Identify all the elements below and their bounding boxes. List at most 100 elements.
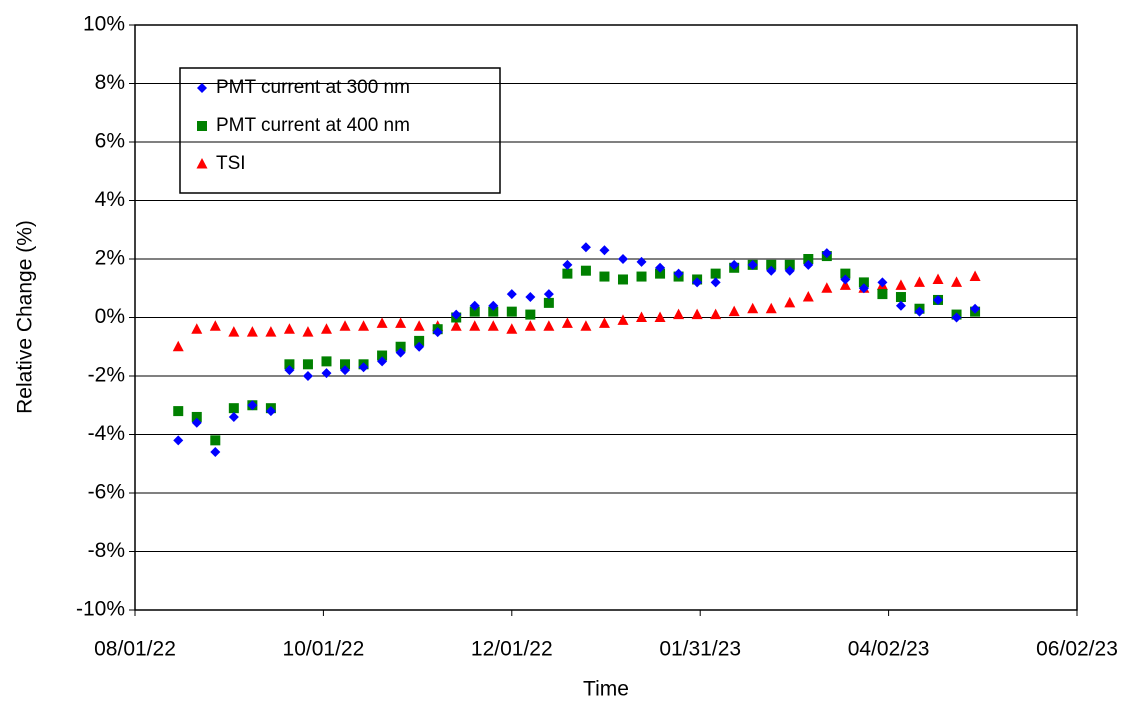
y-tick-label: -10% <box>76 598 125 621</box>
point <box>858 277 869 288</box>
point <box>209 320 221 331</box>
y-axis-title: Relative Change (%) <box>14 220 37 414</box>
point <box>636 271 647 282</box>
point <box>284 359 295 370</box>
point <box>636 311 648 322</box>
y-tick-label: 8% <box>95 71 125 94</box>
point <box>376 317 388 328</box>
point <box>302 326 314 337</box>
point <box>895 300 906 311</box>
point <box>228 411 239 422</box>
point <box>265 406 276 417</box>
point <box>858 283 869 294</box>
point <box>803 259 814 270</box>
point <box>210 435 221 446</box>
point <box>395 341 406 352</box>
point <box>487 320 499 331</box>
point <box>747 259 758 270</box>
point <box>951 312 962 323</box>
point <box>265 326 277 337</box>
point <box>469 300 480 311</box>
point <box>321 368 332 379</box>
point <box>655 268 666 279</box>
y-tick-label: 6% <box>95 130 125 153</box>
point <box>969 270 981 282</box>
point <box>562 268 573 279</box>
point <box>840 274 851 285</box>
point <box>543 297 554 308</box>
y-tick-label: 10% <box>83 13 125 36</box>
point <box>803 254 814 264</box>
point <box>450 320 462 331</box>
point <box>320 323 332 334</box>
point <box>617 254 628 264</box>
point <box>580 242 591 253</box>
x-tick-label: 01/31/23 <box>659 638 741 661</box>
point <box>377 350 388 361</box>
point <box>821 248 832 259</box>
point <box>340 359 351 370</box>
point <box>173 406 184 417</box>
point <box>506 289 517 300</box>
point <box>228 403 239 414</box>
point <box>802 291 814 302</box>
point <box>377 356 388 367</box>
point <box>691 308 703 320</box>
point <box>747 302 759 314</box>
point <box>728 305 740 317</box>
x-tick-label: 08/01/22 <box>94 638 176 661</box>
y-tick-label: -4% <box>88 422 125 445</box>
x-axis-title: Time <box>583 678 629 701</box>
point <box>432 327 443 338</box>
point <box>840 268 851 279</box>
point <box>766 265 777 276</box>
point <box>525 292 536 303</box>
point <box>506 323 518 334</box>
point <box>302 371 313 381</box>
point <box>302 359 313 370</box>
point <box>340 365 351 376</box>
point <box>228 326 240 337</box>
point <box>525 309 536 320</box>
point <box>543 289 554 300</box>
point <box>765 302 777 314</box>
point <box>951 276 963 287</box>
x-tick-label: 06/02/23 <box>1036 638 1118 661</box>
point <box>191 411 202 422</box>
point <box>654 311 666 322</box>
point <box>673 268 684 279</box>
point <box>636 256 647 267</box>
point <box>877 289 888 300</box>
legend-label: TSI <box>216 153 246 174</box>
point <box>673 308 685 320</box>
point <box>414 341 425 352</box>
point <box>395 317 407 328</box>
point <box>617 314 629 325</box>
point <box>784 259 795 270</box>
point <box>784 296 796 308</box>
point <box>580 320 592 331</box>
y-tick-label: 2% <box>95 247 125 270</box>
y-tick-label: 0% <box>95 305 125 328</box>
point <box>358 320 370 331</box>
point <box>210 447 221 458</box>
point <box>283 323 295 334</box>
point <box>580 265 591 276</box>
point <box>913 276 925 287</box>
legend-label: PMT current at 400 nm <box>216 115 410 136</box>
point <box>488 306 499 317</box>
point <box>821 282 833 293</box>
point <box>506 306 517 317</box>
y-tick-label: -6% <box>88 481 125 504</box>
point <box>598 317 610 328</box>
point <box>710 308 722 320</box>
point <box>414 335 425 346</box>
point <box>524 320 536 331</box>
point <box>469 306 480 317</box>
point <box>413 320 425 331</box>
point <box>599 245 610 256</box>
point <box>710 268 721 279</box>
point <box>766 259 777 270</box>
point <box>543 320 555 331</box>
